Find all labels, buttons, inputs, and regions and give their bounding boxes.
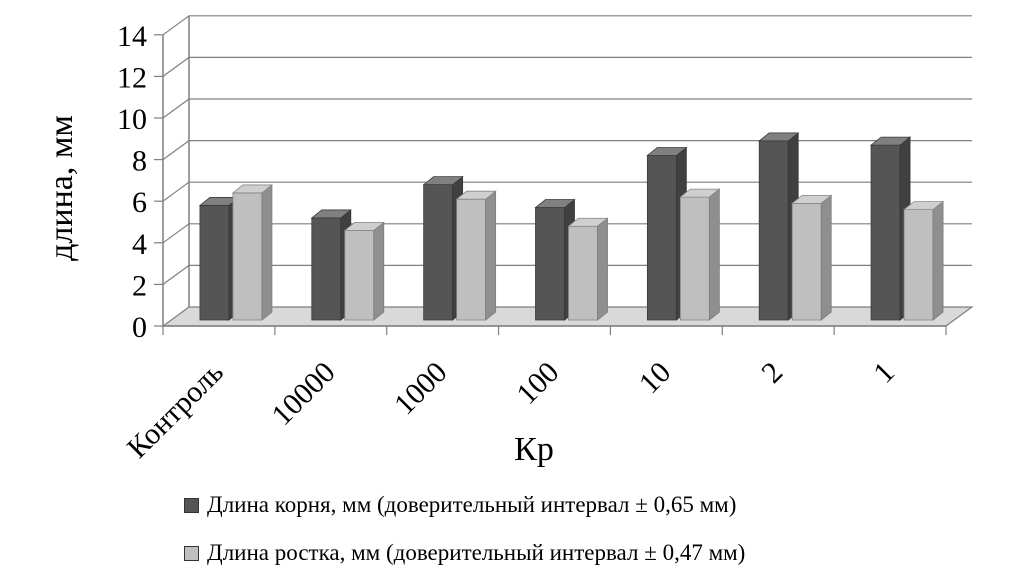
x-tick-label: 2 [755, 356, 789, 390]
x-axis-label: Кр [514, 431, 554, 468]
bar-side [373, 221, 385, 321]
bar-top [679, 188, 721, 198]
bar-side [485, 190, 497, 321]
gridline-diagonal [162, 15, 190, 36]
bar-front [903, 209, 934, 321]
gridline-diagonal [162, 140, 190, 161]
bar-front [870, 144, 901, 321]
bar-side [932, 200, 944, 321]
bar-front [791, 202, 822, 321]
bar-side [261, 184, 273, 321]
bar [455, 190, 497, 321]
y-tick-label: 6 [132, 186, 147, 219]
bar-top [455, 190, 497, 200]
bar-top [646, 147, 688, 156]
x-tick-label: 1 [867, 356, 901, 390]
x-tick-label: 10 [633, 356, 678, 401]
legend-swatch-sprout [184, 545, 199, 561]
x-tick-label: 1000 [388, 356, 454, 422]
bar [902, 200, 945, 321]
bar-top [902, 201, 945, 211]
legend-label-sprout: Длина ростка, мм (доверительный интервал… [207, 540, 746, 565]
legend-label-root: Длина корня, мм (доверительный интервал … [207, 492, 737, 517]
gridline-diagonal [162, 98, 190, 119]
bar-front [646, 155, 677, 321]
bar [567, 217, 609, 321]
legend-item-sprout: Длина ростка, мм (доверительный интервал… [184, 540, 745, 566]
bar-front [758, 140, 789, 321]
gridline-diagonal [162, 56, 190, 77]
bar-top [869, 136, 912, 146]
bar-top [567, 217, 609, 227]
gridline-diagonal [162, 223, 190, 244]
gridline-diagonal [162, 264, 190, 285]
bar-top [310, 209, 352, 219]
y-tick-label: 10 [117, 103, 147, 136]
bar [231, 184, 274, 321]
bar-side [708, 188, 720, 321]
y-tick-label: 8 [132, 145, 147, 178]
legend-item-root: Длина корня, мм (доверительный интервал … [184, 492, 736, 518]
bar-side [597, 217, 608, 321]
bar-top [758, 132, 800, 142]
bar-side [820, 194, 832, 321]
y-tick-label: 14 [117, 20, 147, 53]
bar-top [231, 184, 274, 194]
bar-top [791, 194, 833, 204]
bar [422, 175, 464, 321]
bar-front [535, 207, 565, 321]
x-tick-label: Контроль [121, 356, 230, 465]
bar-front [344, 229, 375, 321]
y-tick-label: 0 [132, 311, 147, 344]
bar-front [311, 217, 342, 321]
bar [758, 132, 800, 321]
bar-front [423, 184, 454, 321]
bar [343, 221, 385, 321]
y-axis-label: длина, мм [43, 115, 80, 261]
bar-front [199, 205, 230, 321]
bar-top [343, 221, 385, 231]
y-tick-label: 2 [132, 269, 147, 302]
gridline-diagonal [162, 181, 190, 202]
bar [791, 194, 833, 321]
x-tick-label: 10000 [265, 356, 341, 432]
y-tick-labels: 0 2 4 6 8 10 12 14 [117, 20, 147, 344]
legend-swatch-root [184, 497, 199, 513]
y-tick-label: 4 [132, 228, 147, 261]
bars [198, 132, 945, 321]
bar-top [422, 176, 464, 186]
x-tick-labels: Контроль 10000 1000 100 10 2 1 [121, 356, 901, 465]
bar-front [568, 225, 598, 321]
x-tick-label: 100 [510, 356, 565, 411]
bar-front [679, 196, 710, 321]
y-tick-label: 12 [117, 61, 147, 94]
bar-top [534, 199, 576, 208]
bar-front [232, 192, 263, 321]
bar [679, 188, 721, 321]
bar-front [456, 198, 487, 321]
